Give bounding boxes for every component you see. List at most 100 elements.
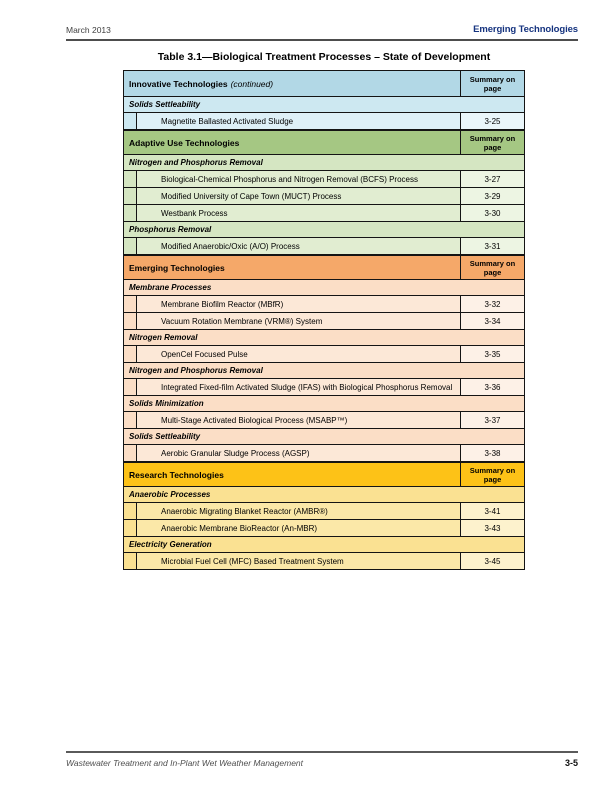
row-indent-strip: [124, 205, 137, 221]
process-row: Anaerobic Migrating Blanket Reactor (AMB…: [124, 502, 524, 519]
process-page-number: 3-30: [460, 205, 524, 221]
subsection-label: Membrane Processes: [129, 283, 212, 292]
subsection-label: Electricity Generation: [129, 540, 212, 549]
process-name: Modified Anaerobic/Oxic (A/O) Process: [137, 238, 460, 254]
process-row: Integrated Fixed-film Activated Sludge (…: [124, 378, 524, 395]
process-page-number: 3-29: [460, 188, 524, 204]
section-label-text: Innovative Technologies: [129, 78, 228, 89]
process-name: Membrane Biofilm Reactor (MBfR): [137, 296, 460, 312]
subsection-label: Nitrogen Removal: [129, 333, 198, 342]
process-page-number: 3-36: [460, 379, 524, 395]
summary-on-page-header: Summary on page: [460, 256, 524, 279]
process-name: Vacuum Rotation Membrane (VRM®) System: [137, 313, 460, 329]
subsection-label: Anaerobic Processes: [129, 490, 211, 499]
process-row: Magnetite Ballasted Activated Sludge 3-25: [124, 112, 524, 129]
section-label: Research Technologies: [124, 463, 460, 486]
subsection-label: Solids Settleability: [129, 432, 201, 441]
subsection-label: Solids Settleability: [129, 100, 201, 109]
page-header: March 2013 Emerging Technologies: [66, 24, 578, 41]
process-name: Anaerobic Membrane BioReactor (An-MBR): [137, 520, 460, 536]
process-row: Aerobic Granular Sludge Process (AGSP) 3-…: [124, 444, 524, 461]
process-row: Westbank Process 3-30: [124, 204, 524, 221]
page-footer: Wastewater Treatment and In-Plant Wet We…: [66, 751, 578, 768]
row-indent-strip: [124, 503, 137, 519]
process-page-number: 3-45: [460, 553, 524, 569]
section-label-text: Adaptive Use Technologies: [129, 137, 240, 148]
subsection-row: Membrane Processes: [124, 279, 524, 295]
section-header-row: Emerging Technologies Summary on page: [124, 254, 524, 279]
summary-on-page-header: Summary on page: [460, 131, 524, 154]
subsection-label: Phosphorus Removal: [129, 225, 212, 234]
subsection-label: Solids Minimization: [129, 399, 204, 408]
section-label: Emerging Technologies: [124, 256, 460, 279]
row-indent-strip: [124, 313, 137, 329]
process-page-number: 3-34: [460, 313, 524, 329]
section-header-row: Innovative Technologies (continued) Summar…: [124, 71, 524, 96]
footer-page-number: 3-5: [564, 758, 578, 768]
row-indent-strip: [124, 379, 137, 395]
row-indent-strip: [124, 445, 137, 461]
subsection-row: Nitrogen and Phosphorus Removal: [124, 362, 524, 378]
process-page-number: 3-37: [460, 412, 524, 428]
row-indent-strip: [124, 296, 137, 312]
process-page-number: 3-27: [460, 171, 524, 187]
process-row: Anaerobic Membrane BioReactor (An-MBR) 3-…: [124, 519, 524, 536]
process-row: Vacuum Rotation Membrane (VRM®) System 3-…: [124, 312, 524, 329]
process-name: Magnetite Ballasted Activated Sludge: [137, 113, 460, 129]
section-header-row: Research Technologies Summary on page: [124, 461, 524, 486]
subsection-row: Solids Settleability: [124, 428, 524, 444]
subsection-row: Anaerobic Processes: [124, 486, 524, 502]
process-name: Microbial Fuel Cell (MFC) Based Treatmen…: [137, 553, 460, 569]
summary-on-page-header: Summary on page: [460, 71, 524, 96]
process-name: Anaerobic Migrating Blanket Reactor (AMB…: [137, 503, 460, 519]
section-header-row: Adaptive Use Technologies Summary on page: [124, 129, 524, 154]
section-label-suffix: (continued): [230, 78, 274, 89]
process-name: Integrated Fixed-film Activated Sludge (…: [137, 379, 460, 395]
subsection-row: Electricity Generation: [124, 536, 524, 552]
row-indent-strip: [124, 346, 137, 362]
process-page-number: 3-35: [460, 346, 524, 362]
subsection-row: Solids Minimization: [124, 395, 524, 411]
process-name: Biological-Chemical Phosphorus and Nitro…: [137, 171, 460, 187]
row-indent-strip: [124, 113, 137, 129]
subsection-row: Nitrogen Removal: [124, 329, 524, 345]
subsection-label: Nitrogen and Phosphorus Removal: [129, 158, 263, 167]
process-row: Microbial Fuel Cell (MFC) Based Treatmen…: [124, 552, 524, 569]
row-indent-strip: [124, 412, 137, 428]
subsection-row: Nitrogen and Phosphorus Removal: [124, 154, 524, 170]
footer-document-title: Wastewater Treatment and In-Plant Wet We…: [66, 758, 304, 768]
section-label-text: Emerging Technologies: [129, 262, 225, 273]
process-row: Modified University of Cape Town (MUCT) …: [124, 187, 524, 204]
process-page-number: 3-32: [460, 296, 524, 312]
process-page-number: 3-41: [460, 503, 524, 519]
process-row: Biological-Chemical Phosphorus and Nitro…: [124, 170, 524, 187]
section-label-text: Research Technologies: [129, 469, 224, 480]
row-indent-strip: [124, 171, 137, 187]
row-indent-strip: [124, 520, 137, 536]
table-title: Table 3.1—Biological Treatment Processes…: [157, 51, 491, 63]
process-page-number: 3-25: [460, 113, 524, 129]
process-row: Membrane Biofilm Reactor (MBfR) 3-32: [124, 295, 524, 312]
summary-on-page-header: Summary on page: [460, 463, 524, 486]
process-row: OpenCel Focused Pulse 3-35: [124, 345, 524, 362]
subsection-label: Nitrogen and Phosphorus Removal: [129, 366, 263, 375]
header-date: March 2013: [66, 25, 111, 35]
process-row: Multi-Stage Activated Biological Process…: [124, 411, 524, 428]
process-name: Modified University of Cape Town (MUCT) …: [137, 188, 460, 204]
header-section-title: Emerging Technologies: [473, 24, 578, 35]
process-page-number: 3-38: [460, 445, 524, 461]
subsection-row: Solids Settleability: [124, 96, 524, 112]
subsection-row: Phosphorus Removal: [124, 221, 524, 237]
row-indent-strip: [124, 553, 137, 569]
row-indent-strip: [124, 238, 137, 254]
process-name: Westbank Process: [137, 205, 460, 221]
process-name: Aerobic Granular Sludge Process (AGSP): [137, 445, 460, 461]
section-label: Adaptive Use Technologies: [124, 131, 460, 154]
process-page-number: 3-43: [460, 520, 524, 536]
row-indent-strip: [124, 188, 137, 204]
process-row: Modified Anaerobic/Oxic (A/O) Process 3-3…: [124, 237, 524, 254]
process-page-number: 3-31: [460, 238, 524, 254]
section-label: Innovative Technologies (continued): [124, 71, 460, 96]
process-name: OpenCel Focused Pulse: [137, 346, 460, 362]
